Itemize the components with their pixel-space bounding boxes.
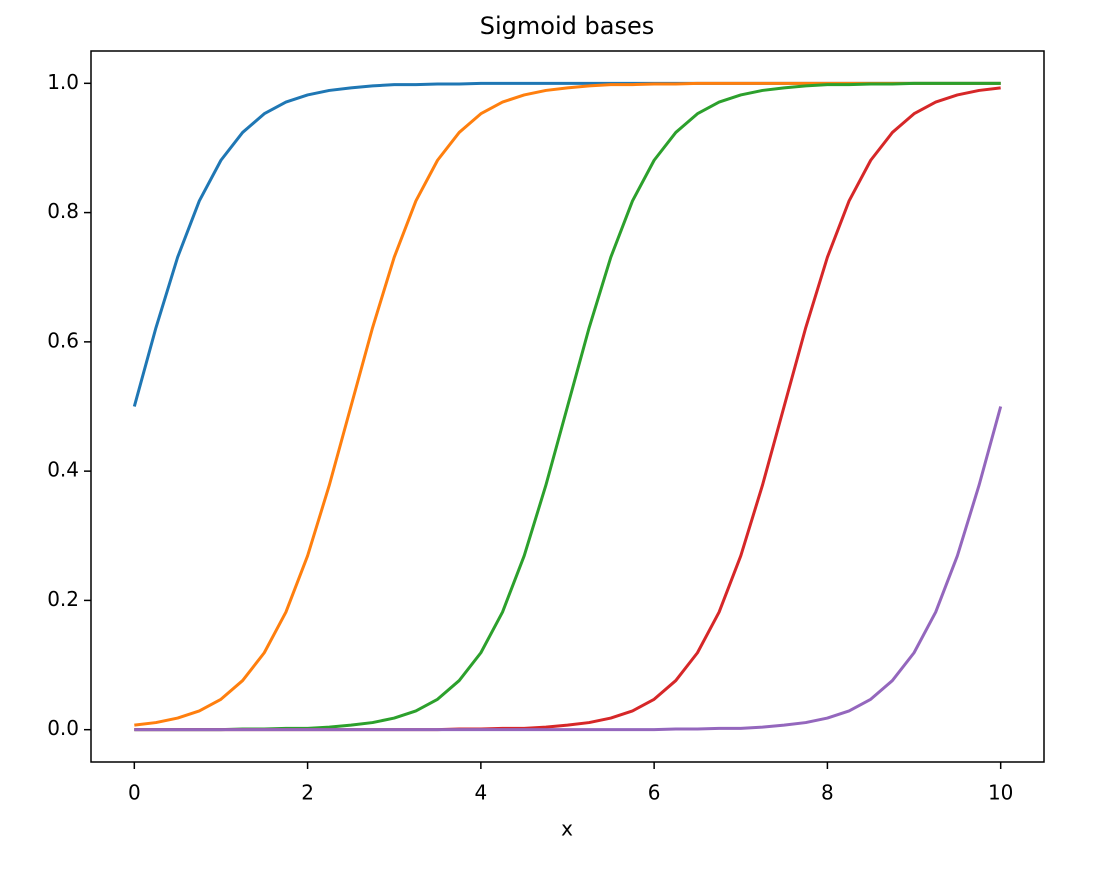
- x-tick-label: 2: [301, 781, 314, 805]
- x-tick-label: 10: [988, 781, 1013, 805]
- y-tick-label: 0.0: [47, 716, 79, 740]
- series-line: [132, 81, 1001, 407]
- chart-title: Sigmoid bases: [480, 12, 654, 40]
- x-tick-label: 8: [821, 781, 834, 805]
- plot-frame: [90, 50, 1045, 763]
- series-line: [134, 81, 1001, 732]
- series-line: [134, 406, 1003, 732]
- x-tick-label: 4: [474, 781, 487, 805]
- y-tick-label: 0.6: [47, 328, 79, 352]
- y-tick-label: 0.4: [47, 458, 79, 482]
- y-tick-label: 0.8: [47, 199, 79, 223]
- y-tick-label: 0.2: [47, 587, 79, 611]
- x-axis-label: x: [561, 817, 573, 841]
- y-tick-label: 1.0: [47, 70, 79, 94]
- x-tick-label: 0: [128, 781, 141, 805]
- x-tick-label: 6: [648, 781, 661, 805]
